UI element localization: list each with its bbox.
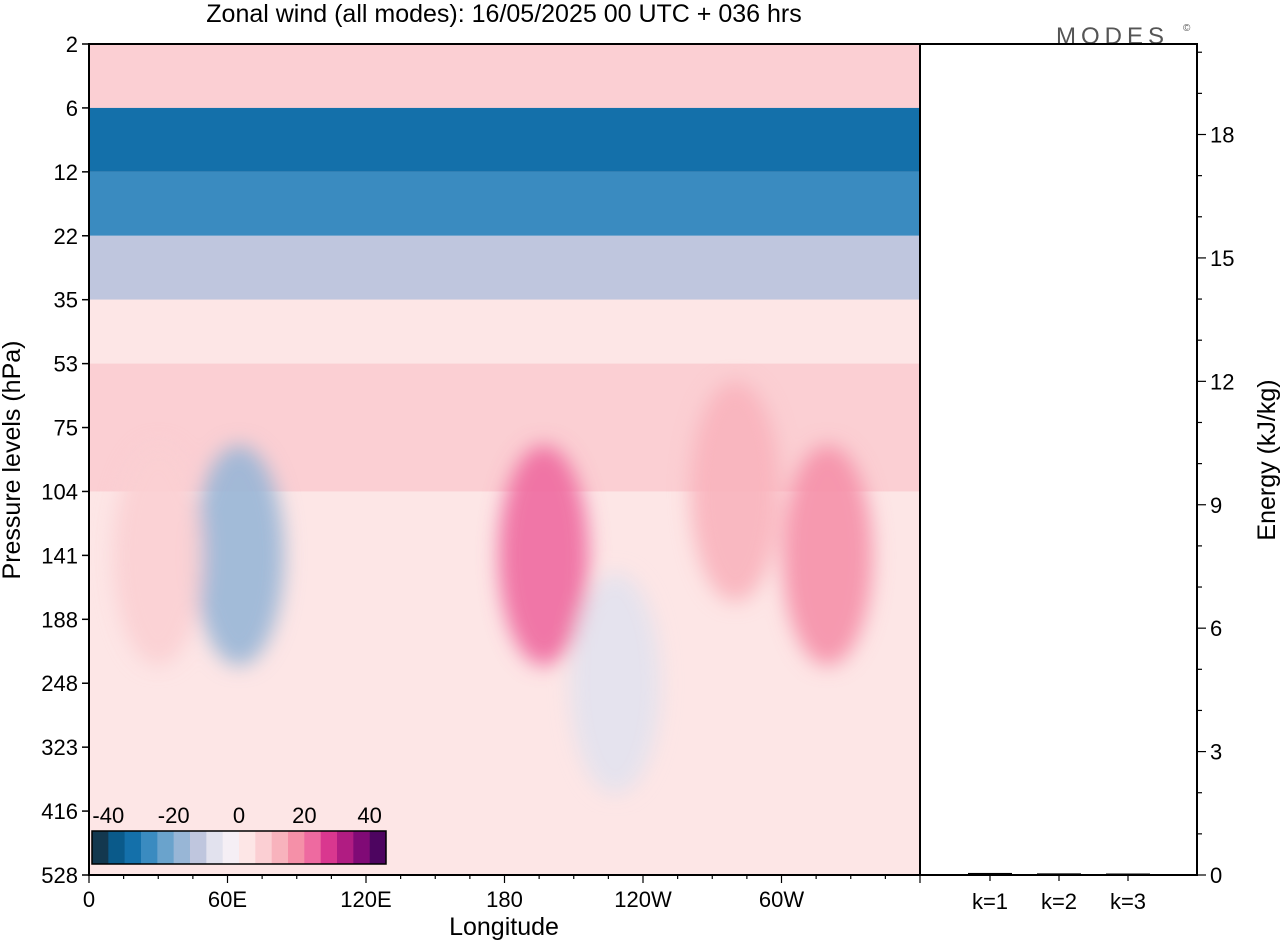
heatmap-x-axis: 0 60E 120E 180 120W 60W <box>83 875 921 912</box>
energy-panel: 0 3 6 9 12 15 18 k=1 k=2 k=3 Energy (kJ/kg) <box>919 43 1280 914</box>
colorbar-frame <box>91 830 387 865</box>
heatmap-band-2 <box>89 171 920 236</box>
colorbar-swatch <box>337 831 354 864</box>
y-tick-label-248: 248 <box>41 671 78 696</box>
heatmap-y-axis: 2 6 12 22 35 53 75 104 141 188 248 323 416 528 <box>41 32 89 888</box>
modes-logo-mark: © <box>1183 23 1191 34</box>
energy-axis-label: Energy (kJ/kg) <box>1253 379 1280 540</box>
energy-y-axis: 0 3 6 9 12 15 18 <box>1197 51 1234 888</box>
energy-x-axis: k=1 k=2 k=3 <box>972 875 1146 914</box>
colorbar: -40 -20 0 20 40 <box>91 803 387 865</box>
heatmap-band-1 <box>89 107 920 172</box>
energy-tick-label: 18 <box>1210 123 1234 148</box>
x-tick-label-4: 120W <box>614 887 672 912</box>
colorbar-tick-label: -40 <box>92 803 124 828</box>
chart-title: Zonal wind (all modes): 16/05/2025 00 UT… <box>206 0 801 28</box>
x-tick-label-2: 120E <box>340 887 391 912</box>
y-tick-label-528: 528 <box>41 863 78 888</box>
colorbar-swatch <box>304 831 321 864</box>
energy-bar-k=3 <box>1106 873 1150 875</box>
energy-category-label-k=2: k=2 <box>1041 889 1077 914</box>
energy-frame <box>919 43 1198 876</box>
y-tick-label-104: 104 <box>41 479 78 504</box>
colorbar-swatch <box>271 831 289 864</box>
heatmap-feature-3 <box>570 573 661 794</box>
colorbar-swatch <box>353 831 370 864</box>
x-tick-label-5: 60W <box>759 887 804 912</box>
x-tick-label-1: 60E <box>208 887 247 912</box>
colorbar-swatch <box>108 831 125 864</box>
heatmap-features <box>113 381 873 794</box>
y-tick-label-141: 141 <box>41 543 78 568</box>
colorbar-swatch <box>190 831 207 864</box>
x-tick-label-0: 0 <box>83 887 95 912</box>
heatmap-band-3 <box>89 235 920 300</box>
colorbar-tick-label: 40 <box>357 803 381 828</box>
x-tick-label-3: 180 <box>486 887 523 912</box>
heatmap-feature-0 <box>498 445 589 666</box>
energy-bar-k=2 <box>1037 873 1081 875</box>
colorbar-swatch <box>222 831 240 864</box>
energy-tick-label: 6 <box>1210 616 1222 641</box>
colorbar-swatch <box>92 831 109 864</box>
heatmap-feature-1 <box>194 445 285 666</box>
colorbar-swatch <box>141 831 158 864</box>
y-tick-label-75: 75 <box>54 416 78 441</box>
colorbar-swatch <box>255 831 272 864</box>
y-tick-label-188: 188 <box>41 607 78 632</box>
energy-category-label-k=1: k=1 <box>972 889 1008 914</box>
colorbar-swatch <box>206 831 223 864</box>
y-tick-label-35: 35 <box>54 288 78 313</box>
energy-tick-label: 0 <box>1210 863 1222 888</box>
energy-bar-k=1 <box>968 872 1012 875</box>
y-tick-label-2: 2 <box>66 32 78 57</box>
colorbar-tick-label: 0 <box>233 803 245 828</box>
y-tick-label-323: 323 <box>41 735 78 760</box>
heatmap-feature-5 <box>690 381 781 602</box>
energy-category-label-k=3: k=3 <box>1110 889 1146 914</box>
y-tick-label-416: 416 <box>41 799 78 824</box>
y-tick-label-53: 53 <box>54 352 78 377</box>
colorbar-tick-label: -20 <box>158 803 190 828</box>
y-tick-label-12: 12 <box>54 160 78 185</box>
colorbar-swatch <box>288 831 305 864</box>
heatmap-field <box>89 44 920 875</box>
colorbar-tick-label: 20 <box>292 803 316 828</box>
x-axis-label: Longitude <box>449 913 559 941</box>
energy-tick-label: 12 <box>1210 369 1234 394</box>
heatmap-feature-4 <box>113 445 204 666</box>
heatmap-panel: 2 6 12 22 35 53 75 104 141 188 248 323 416 528 0 60E 12… <box>0 32 921 941</box>
heatmap-band-0 <box>89 44 920 108</box>
y-axis-label: Pressure levels (hPa) <box>0 341 26 580</box>
y-tick-label-6: 6 <box>66 96 78 121</box>
energy-tick-label: 9 <box>1210 493 1222 518</box>
colorbar-swatch <box>239 831 256 864</box>
energy-tick-label: 3 <box>1210 740 1222 765</box>
energy-tick-label: 15 <box>1210 246 1234 271</box>
colorbar-swatch <box>157 831 174 864</box>
y-tick-label-22: 22 <box>54 224 78 249</box>
energy-bars <box>968 872 1150 875</box>
colorbar-swatch <box>320 831 338 864</box>
heatmap-feature-2 <box>782 445 873 666</box>
colorbar-swatch <box>369 831 387 864</box>
heatmap-band-4 <box>89 299 920 364</box>
colorbar-swatch <box>173 831 191 864</box>
colorbar-swatch <box>124 831 142 864</box>
